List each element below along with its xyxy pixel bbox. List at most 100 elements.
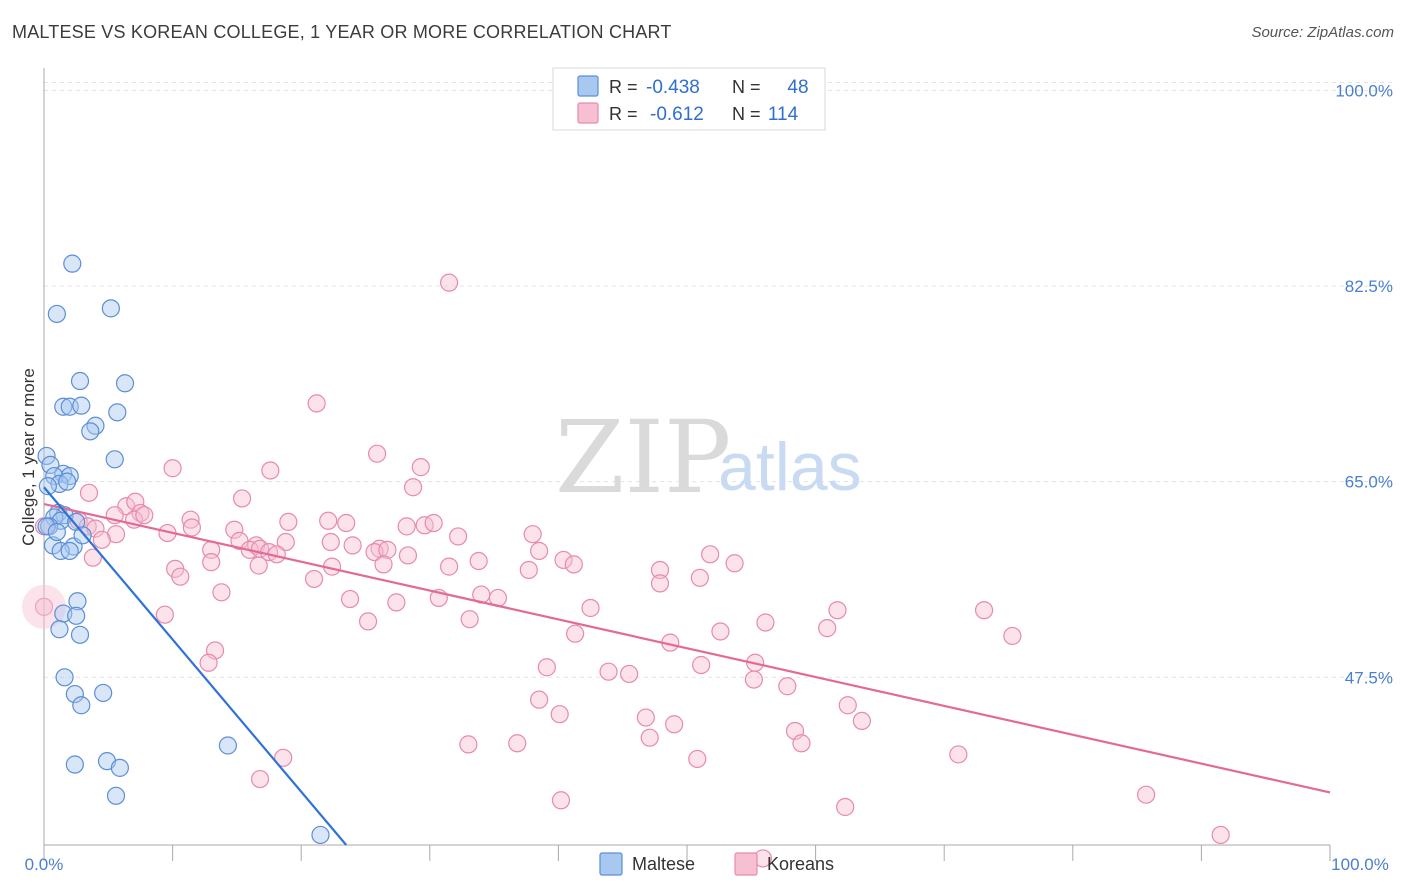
koreans-point: [307, 394, 326, 413]
koreans-point: [550, 705, 569, 724]
koreans-point: [818, 619, 837, 638]
koreans-point: [199, 653, 218, 672]
watermark-atlas: atlas: [718, 429, 862, 505]
y-tick-labels: 47.5% 65.0% 82.5% 100.0%: [1335, 81, 1393, 687]
maltese-point: [37, 446, 56, 466]
maltese-point: [54, 397, 73, 416]
bottom-legend-maltese-swatch: [599, 852, 623, 876]
koreans-point: [321, 532, 340, 552]
maltese-point: [72, 696, 91, 715]
maltese-trend-line: [43, 486, 348, 846]
y-axis-title: College, 1 year or more: [19, 368, 38, 546]
y-tick-label: 47.5%: [1345, 668, 1393, 687]
koreans-point: [581, 598, 600, 618]
maltese-point: [50, 620, 69, 639]
koreans-point: [374, 555, 393, 574]
koreans-point: [792, 734, 811, 753]
koreans-point: [398, 546, 418, 565]
koreans-point: [225, 520, 244, 539]
chart-title: MALTESE VS KOREAN COLLEGE, 1 YEAR OR MOR…: [12, 22, 672, 42]
koreans-point: [182, 518, 201, 537]
maltese-points: [37, 254, 330, 845]
koreans-point: [403, 478, 423, 497]
koreans-point: [566, 624, 585, 643]
koreans-point: [337, 513, 356, 533]
koreans-point: [274, 748, 293, 767]
koreans-point: [79, 483, 99, 502]
koreans-point: [599, 662, 618, 681]
bottom-legend: Maltese Koreans: [599, 852, 834, 876]
koreans-point: [636, 708, 655, 727]
bottom-legend-koreans-swatch: [734, 852, 758, 876]
koreans-point: [949, 745, 968, 764]
y-tick-label: 100.0%: [1335, 81, 1393, 100]
koreans-point: [378, 540, 397, 559]
koreans-point: [460, 610, 479, 629]
koreans-point: [711, 622, 730, 641]
koreans-point: [852, 711, 871, 731]
maltese-point: [81, 422, 100, 441]
koreans-point: [974, 601, 994, 620]
koreans-point: [340, 589, 360, 609]
koreans-point: [34, 597, 54, 616]
maltese-point: [55, 668, 74, 687]
legend-koreans-r-label: R =: [609, 104, 638, 124]
koreans-point: [828, 601, 847, 620]
x-tick-label-min: 0.0%: [25, 855, 64, 874]
koreans-point: [163, 459, 182, 478]
koreans-point: [650, 574, 670, 593]
koreans-point: [692, 655, 711, 675]
koreans-points: [22, 273, 1230, 868]
maltese-point: [41, 455, 60, 474]
bottom-legend-maltese-label: Maltese: [632, 854, 695, 874]
koreans-point: [448, 527, 468, 546]
koreans-point: [551, 791, 571, 810]
grid: [44, 82, 1395, 678]
koreans-point: [650, 560, 670, 580]
legend: R = -0.438 N = 48 R = -0.612 N = 114: [552, 67, 826, 131]
koreans-point: [155, 605, 174, 624]
koreans-point: [469, 551, 488, 571]
koreans-trend-line: [43, 502, 1331, 794]
x-tick-label-max: 100.0%: [1331, 855, 1389, 874]
koreans-point: [439, 557, 459, 576]
legend-maltese-swatch: [577, 75, 599, 97]
maltese-point: [65, 755, 84, 774]
legend-maltese-r-label: R =: [609, 77, 638, 97]
maltese-point: [72, 396, 91, 415]
y-tick-label: 82.5%: [1345, 277, 1393, 296]
maltese-point: [63, 254, 82, 273]
koreans-point: [171, 567, 190, 586]
koreans-point: [202, 553, 221, 572]
koreans-point: [249, 556, 268, 575]
koreans-point: [343, 536, 362, 555]
maltese-point: [106, 786, 126, 805]
legend-koreans-swatch: [577, 102, 599, 124]
koreans-point: [367, 444, 387, 463]
maltese-point: [37, 517, 56, 536]
koreans-point: [279, 512, 298, 532]
maltese-point: [86, 416, 105, 435]
maltese-point: [47, 304, 66, 324]
koreans-point: [261, 461, 280, 480]
koreans-point: [319, 511, 338, 530]
maltese-point: [68, 592, 87, 611]
maltese-point: [311, 825, 330, 845]
koreans-point: [838, 696, 857, 715]
watermark-zip: ZIP: [555, 399, 731, 516]
koreans-point: [212, 583, 231, 602]
legend-maltese-n-value: 48: [787, 77, 808, 98]
koreans-point: [1003, 626, 1022, 646]
legend-koreans-r-value: -0.612: [650, 104, 704, 125]
koreans-point: [564, 555, 583, 574]
koreans-point: [1137, 785, 1156, 804]
source-label: Source: ZipAtlas.com: [1251, 24, 1394, 41]
koreans-point: [304, 569, 324, 589]
maltese-point: [47, 522, 66, 542]
koreans-point: [232, 489, 252, 508]
maltese-point: [65, 684, 84, 704]
trend-lines: [43, 486, 1331, 846]
koreans-point: [620, 664, 639, 684]
koreans-point: [530, 541, 549, 561]
